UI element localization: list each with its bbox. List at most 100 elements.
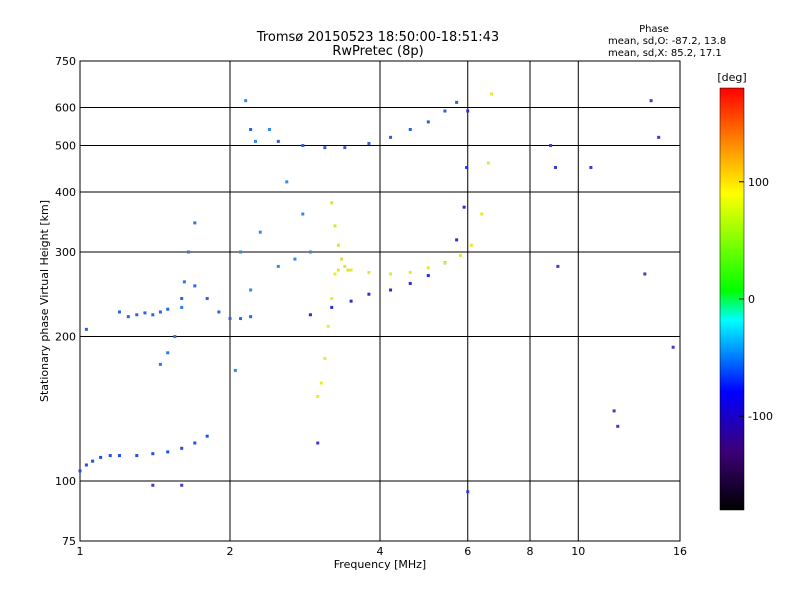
echo-point	[443, 261, 447, 265]
echo-point	[276, 264, 280, 268]
echo-point	[408, 281, 412, 285]
echo-point	[143, 311, 147, 315]
colorbar-tick-label: 0	[748, 293, 755, 306]
echo-point	[408, 270, 412, 274]
echo-point	[249, 127, 253, 131]
echo-point	[649, 99, 653, 103]
echo-point	[249, 315, 253, 319]
echo-point	[462, 205, 466, 209]
echo-point	[205, 434, 209, 438]
echo-point	[99, 455, 103, 459]
grid-lines	[80, 61, 680, 541]
echo-point	[217, 310, 221, 314]
echo-point	[316, 441, 320, 445]
echo-point	[108, 454, 112, 458]
echo-point	[486, 161, 490, 165]
echo-point	[135, 313, 139, 317]
phase-stats-x-mode: mean, sd,X: 85.2, 17.1	[608, 48, 722, 59]
echo-point	[308, 250, 312, 254]
x-axis-label: Frequency [MHz]	[334, 558, 426, 571]
echo-point	[480, 212, 484, 216]
echo-point	[346, 268, 350, 272]
echo-point	[239, 250, 243, 254]
echo-point	[333, 224, 337, 228]
echo-point	[323, 356, 327, 360]
echo-point	[239, 317, 243, 321]
echo-point	[671, 345, 675, 349]
echo-point	[616, 424, 620, 428]
echo-point	[340, 257, 344, 261]
echo-point	[91, 459, 95, 463]
echo-point	[193, 284, 197, 288]
echo-point	[249, 288, 253, 292]
echo-point	[612, 409, 616, 413]
colorbar-label: [deg]	[717, 71, 746, 84]
echo-point	[466, 109, 470, 113]
echo-point	[316, 395, 320, 399]
echo-point	[186, 250, 190, 254]
echo-point	[389, 288, 393, 292]
echo-point	[330, 297, 334, 301]
echo-point	[349, 299, 353, 303]
echo-point	[367, 292, 371, 296]
x-tick-label: 10	[571, 545, 585, 558]
echo-point	[389, 135, 393, 139]
y-axis-ticks: 75 100 200 300 400 500 600 750	[55, 55, 76, 548]
echo-points	[78, 92, 675, 494]
y-tick-label: 75	[62, 535, 76, 548]
echo-point	[193, 221, 197, 225]
x-tick-label: 1	[77, 545, 84, 558]
echo-point	[330, 201, 334, 205]
echo-point	[158, 362, 162, 366]
echo-point	[301, 144, 305, 148]
chart-subtitle: RwPretec (8p)	[332, 44, 423, 59]
echo-point	[301, 212, 305, 216]
x-tick-label: 16	[673, 545, 687, 558]
echo-point	[443, 109, 447, 113]
echo-point	[556, 264, 560, 268]
x-tick-label: 8	[527, 545, 534, 558]
echo-point	[193, 441, 197, 445]
echo-point	[349, 268, 353, 272]
echo-point	[173, 335, 177, 339]
y-tick-label: 750	[55, 55, 76, 68]
echo-point	[319, 381, 323, 385]
echo-point	[469, 243, 473, 247]
echo-point	[276, 139, 280, 143]
echo-point	[180, 446, 184, 450]
x-tick-label: 4	[377, 545, 384, 558]
echo-point	[643, 272, 647, 276]
echo-point	[166, 307, 170, 311]
echo-point	[180, 297, 184, 301]
echo-point	[228, 317, 232, 321]
colorbar-tick-label: 100	[748, 176, 769, 189]
x-tick-label: 6	[464, 545, 471, 558]
echo-point	[78, 469, 82, 473]
x-axis-ticks: 1 2 4 6 8 10 16	[77, 545, 688, 558]
echo-point	[336, 268, 340, 272]
echo-point	[490, 92, 494, 96]
echo-point	[455, 238, 459, 242]
echo-point	[182, 280, 186, 284]
echo-point	[293, 257, 297, 261]
echo-point	[426, 274, 430, 278]
colorbar-ticks: 100 0 -100	[739, 176, 773, 423]
echo-point	[336, 243, 340, 247]
echo-point	[549, 144, 553, 148]
echo-point	[333, 272, 337, 276]
y-axis-label: Stationary phase Virtual Height [km]	[38, 200, 51, 402]
phase-stats-heading: Phase	[639, 24, 669, 35]
echo-point	[367, 141, 371, 145]
echo-point	[343, 264, 347, 268]
echo-point	[244, 99, 248, 103]
echo-point	[466, 490, 470, 494]
echo-point	[258, 230, 262, 234]
y-tick-label: 400	[55, 186, 76, 199]
echo-point	[135, 454, 139, 458]
echo-point	[308, 313, 312, 317]
colorbar-tick-label: -100	[748, 410, 773, 423]
y-tick-label: 600	[55, 102, 76, 115]
echo-point	[657, 135, 661, 139]
